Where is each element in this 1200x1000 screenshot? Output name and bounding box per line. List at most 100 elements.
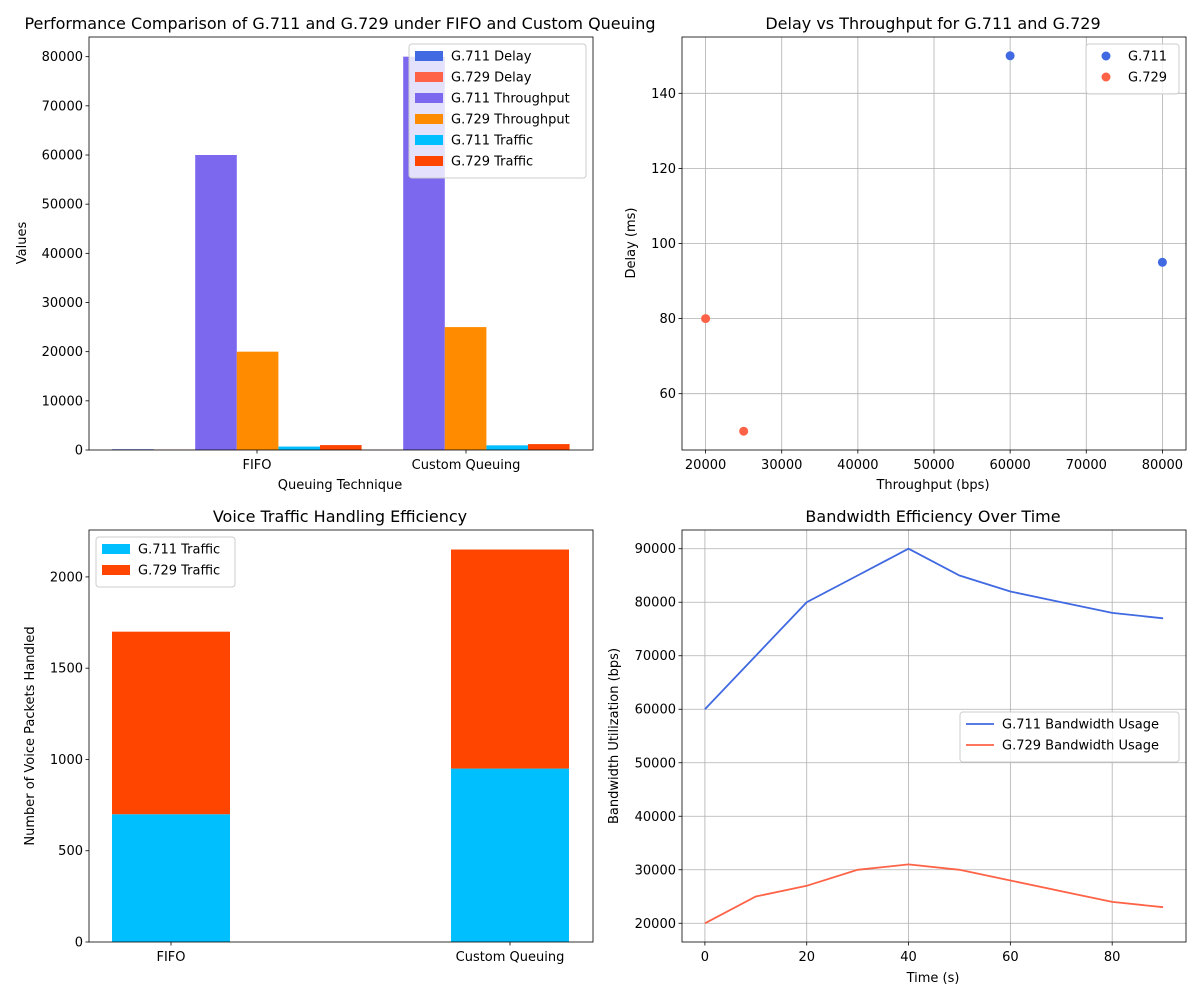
y-tick-label: 20000	[635, 917, 676, 932]
y-tick-label: 80000	[635, 596, 676, 611]
x-tick-label: 80000	[1142, 458, 1183, 473]
y-tick-label: 90000	[635, 542, 676, 557]
plot-frame	[681, 36, 1187, 451]
legend-label: G.729 Throughput	[451, 113, 570, 128]
bar	[528, 444, 570, 450]
x-tick-label: FIFO	[242, 458, 271, 473]
legend-swatch	[102, 544, 130, 554]
y-tick-label: 60000	[635, 703, 676, 718]
series-line	[704, 547, 1164, 710]
x-tick-label: 40000	[837, 458, 878, 473]
y-tick-label: 40000	[635, 810, 676, 825]
bar	[320, 445, 362, 450]
x-tick-label: 40	[900, 950, 917, 965]
legend-swatch	[415, 135, 443, 145]
legend-swatch	[415, 114, 443, 124]
scatter-point	[1005, 51, 1015, 61]
legend-marker	[1101, 51, 1111, 61]
y-tick-label: 120	[651, 162, 676, 177]
y-tick-label: 2000	[50, 570, 83, 585]
stacked-bar	[112, 631, 230, 815]
legend-label: G.711 Delay	[451, 50, 532, 65]
legend-swatch	[415, 72, 443, 82]
x-tick-label: 60	[1002, 950, 1019, 965]
y-tick-label: 20000	[42, 345, 83, 360]
y-tick-label: 0	[75, 444, 83, 459]
legend-label: G.711 Throughput	[451, 92, 570, 107]
legend-swatch	[102, 565, 130, 575]
y-tick-label: 50000	[635, 756, 676, 771]
legend-label: G.729 Traffic	[451, 155, 533, 170]
panel-voice-traffic: Voice Traffic Handling Efficiency Number…	[23, 507, 594, 965]
bar	[444, 327, 487, 450]
y-tick-label: 500	[58, 844, 83, 859]
scatter-point	[739, 426, 749, 436]
y-tick-label: 60	[659, 387, 676, 402]
bar	[195, 155, 237, 450]
y-tick-label: 30000	[635, 863, 676, 878]
legend-label: G.729 Traffic	[138, 564, 220, 579]
legend-label: G.711 Traffic	[138, 543, 220, 558]
stacked-bar	[112, 814, 230, 942]
chart-title: Delay vs Throughput for G.711 and G.729	[765, 14, 1100, 33]
legend-label: G.711	[1128, 50, 1167, 65]
chart-title: Voice Traffic Handling Efficiency	[213, 507, 467, 526]
legend-label: G.729 Bandwidth Usage	[1002, 739, 1159, 754]
legend-swatch	[415, 51, 443, 61]
x-axis-label: Queuing Technique	[278, 478, 402, 493]
y-axis-label: Number of Voice Packets Handled	[23, 626, 38, 845]
x-tick-label: Custom Queuing	[412, 458, 521, 473]
x-tick-label: 20	[798, 950, 815, 965]
legend-box	[959, 711, 1180, 763]
legend-label: G.711 Traffic	[451, 134, 533, 149]
legend-box	[95, 536, 236, 588]
x-tick-label: 60000	[989, 458, 1030, 473]
y-tick-label: 40000	[42, 247, 83, 262]
legend-swatch	[415, 93, 443, 103]
y-axis-label: Values	[15, 222, 30, 265]
y-tick-label: 80	[659, 312, 676, 327]
y-tick-label: 0	[75, 936, 83, 951]
legend-box	[408, 43, 587, 179]
y-axis-label: Bandwidth Utilization (bps)	[607, 648, 622, 824]
plot-frame	[88, 36, 594, 451]
y-tick-label: 60000	[42, 149, 83, 164]
y-tick-label: 100	[651, 237, 676, 252]
x-tick-label: 80	[1104, 950, 1121, 965]
scatter-point	[1157, 257, 1167, 267]
chart-title: Performance Comparison of G.711 and G.72…	[24, 14, 655, 33]
legend-label: G.711 Bandwidth Usage	[1002, 718, 1159, 733]
panel-performance-comparison: Performance Comparison of G.711 and G.72…	[15, 14, 656, 493]
y-tick-label: 70000	[635, 649, 676, 664]
y-tick-label: 1000	[50, 753, 83, 768]
x-tick-label: 30000	[761, 458, 802, 473]
y-tick-label: 30000	[42, 296, 83, 311]
bar	[278, 446, 320, 450]
legend-marker	[1101, 72, 1111, 82]
scatter-point	[701, 314, 711, 324]
bar	[486, 445, 528, 450]
chart-title: Bandwidth Efficiency Over Time	[805, 507, 1060, 526]
x-axis-label: Throughput (bps)	[875, 478, 989, 493]
x-tick-label: 0	[701, 950, 709, 965]
y-tick-label: 70000	[42, 99, 83, 114]
legend-label: G.729	[1128, 71, 1167, 86]
plot-frame	[88, 529, 594, 943]
stacked-bar	[451, 768, 569, 942]
x-tick-label: Custom Queuing	[456, 950, 565, 965]
stacked-bar	[451, 549, 569, 769]
series-line	[704, 863, 1164, 925]
panel-bandwidth-efficiency: Bandwidth Efficiency Over Time Time (s) …	[607, 507, 1187, 986]
legend-label: G.729 Delay	[451, 71, 532, 86]
x-tick-label: FIFO	[156, 950, 185, 965]
bar	[236, 351, 279, 450]
y-tick-label: 1500	[50, 662, 83, 677]
x-axis-label: Time (s)	[906, 971, 960, 986]
y-tick-label: 80000	[42, 50, 83, 65]
x-tick-label: 50000	[913, 458, 954, 473]
panel-delay-vs-throughput: Delay vs Throughput for G.711 and G.729 …	[624, 14, 1187, 493]
y-tick-label: 10000	[42, 394, 83, 409]
y-tick-label: 50000	[42, 198, 83, 213]
x-tick-label: 20000	[685, 458, 726, 473]
